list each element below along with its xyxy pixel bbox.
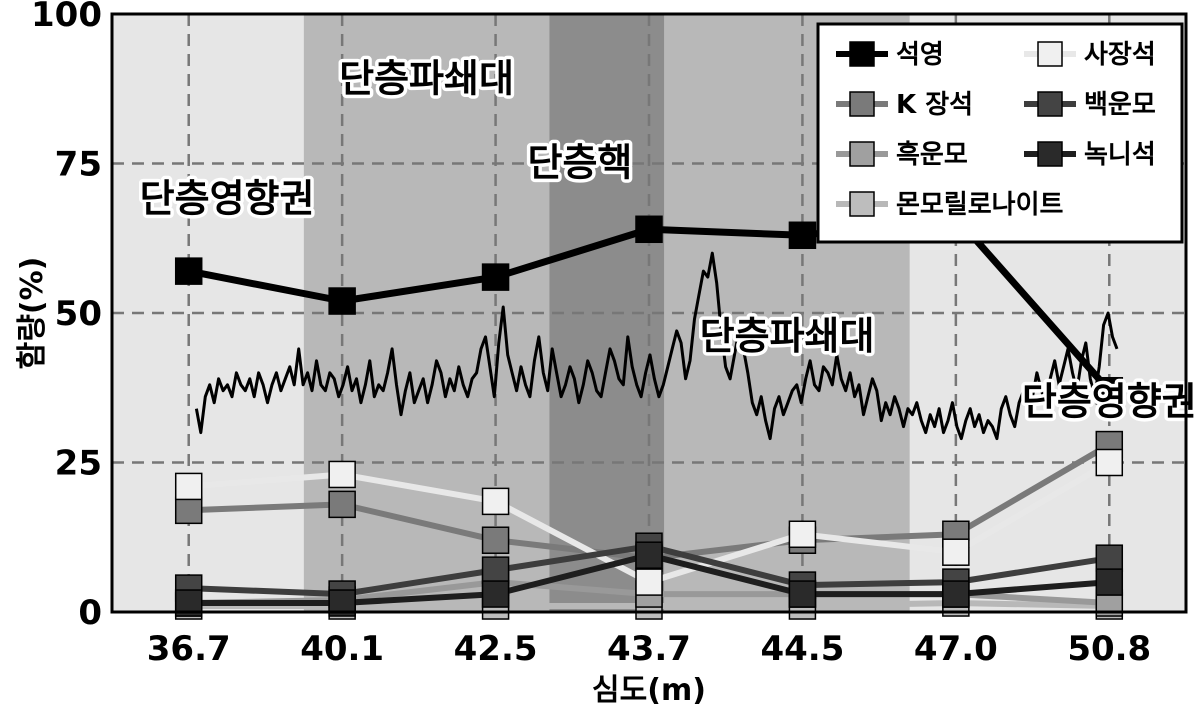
y-tick-label: 25 — [55, 444, 102, 484]
legend-marker — [1037, 41, 1063, 67]
legend-marker — [849, 91, 875, 117]
x-tick-label: 47.0 — [914, 629, 998, 669]
zone-label: 단층영향권 — [1022, 380, 1197, 424]
legend-label: 사장석 — [1084, 40, 1156, 70]
legend-label: 몬모릴로나이트 — [896, 190, 1064, 220]
y-axis-title: 함량(%) — [15, 257, 50, 370]
legend-label: 흑운모 — [896, 140, 968, 170]
series-point — [635, 568, 663, 596]
x-axis-title: 심도(m) — [592, 673, 706, 708]
series-point — [328, 287, 356, 315]
series-point — [1095, 376, 1124, 405]
profile-line — [194, 251, 1119, 441]
legend-marker — [849, 141, 875, 167]
series-point — [481, 263, 510, 291]
series-point — [481, 526, 510, 554]
legend-marker — [849, 41, 875, 67]
zone-label: 단층영향권 — [140, 176, 315, 220]
zone-band-2 — [549, 14, 665, 612]
x-tick-label: 44.5 — [760, 629, 844, 669]
legend-marker — [849, 191, 875, 217]
legend-marker — [1037, 91, 1063, 117]
series-point — [328, 460, 356, 489]
y-tick-label: 50 — [55, 294, 102, 334]
legend-marker — [1037, 141, 1063, 167]
x-tick-label: 36.7 — [147, 629, 231, 669]
series-point — [1095, 568, 1124, 596]
legend-label: 백운모 — [1084, 90, 1156, 120]
legend-box — [816, 22, 1184, 244]
series-point — [942, 538, 970, 566]
x-tick-label: 43.7 — [607, 629, 691, 669]
x-tick-label: 42.5 — [454, 629, 538, 669]
zone-label: 단층핵 — [528, 140, 633, 184]
tick-labels: 0 25 50 75 100 36.7 40.1 42.5 43.7 44.5 47.0 50.8 — [31, 0, 1151, 669]
x-tick-label: 50.8 — [1067, 629, 1151, 669]
zone-label: 단층파쇄대 — [339, 57, 514, 101]
series-point — [1095, 448, 1124, 477]
y-tick-label: 100 — [31, 0, 102, 35]
legend-label: K 장석 — [896, 90, 973, 120]
series-point — [481, 580, 510, 608]
series-point — [635, 215, 663, 244]
plot-frame — [110, 12, 1188, 614]
series-point — [942, 580, 970, 608]
series-point — [788, 580, 817, 608]
series-point — [174, 496, 203, 525]
series-point — [174, 472, 203, 501]
series-point — [481, 556, 510, 584]
series-point — [635, 541, 663, 569]
x-tick-label: 40.1 — [300, 629, 384, 669]
profile-curve — [194, 251, 1119, 441]
series-point — [788, 221, 817, 250]
zone-label: 단층파쇄대 — [700, 314, 875, 358]
legend-label: 석영 — [896, 40, 944, 70]
y-tick-label: 75 — [55, 145, 102, 185]
series-point — [174, 257, 203, 285]
series-point — [1095, 544, 1124, 572]
series-point — [788, 520, 817, 549]
y-tick-label: 0 — [78, 593, 102, 633]
series-point — [481, 487, 510, 516]
series-point — [328, 490, 356, 519]
legend-label: 녹니석 — [1084, 140, 1156, 170]
